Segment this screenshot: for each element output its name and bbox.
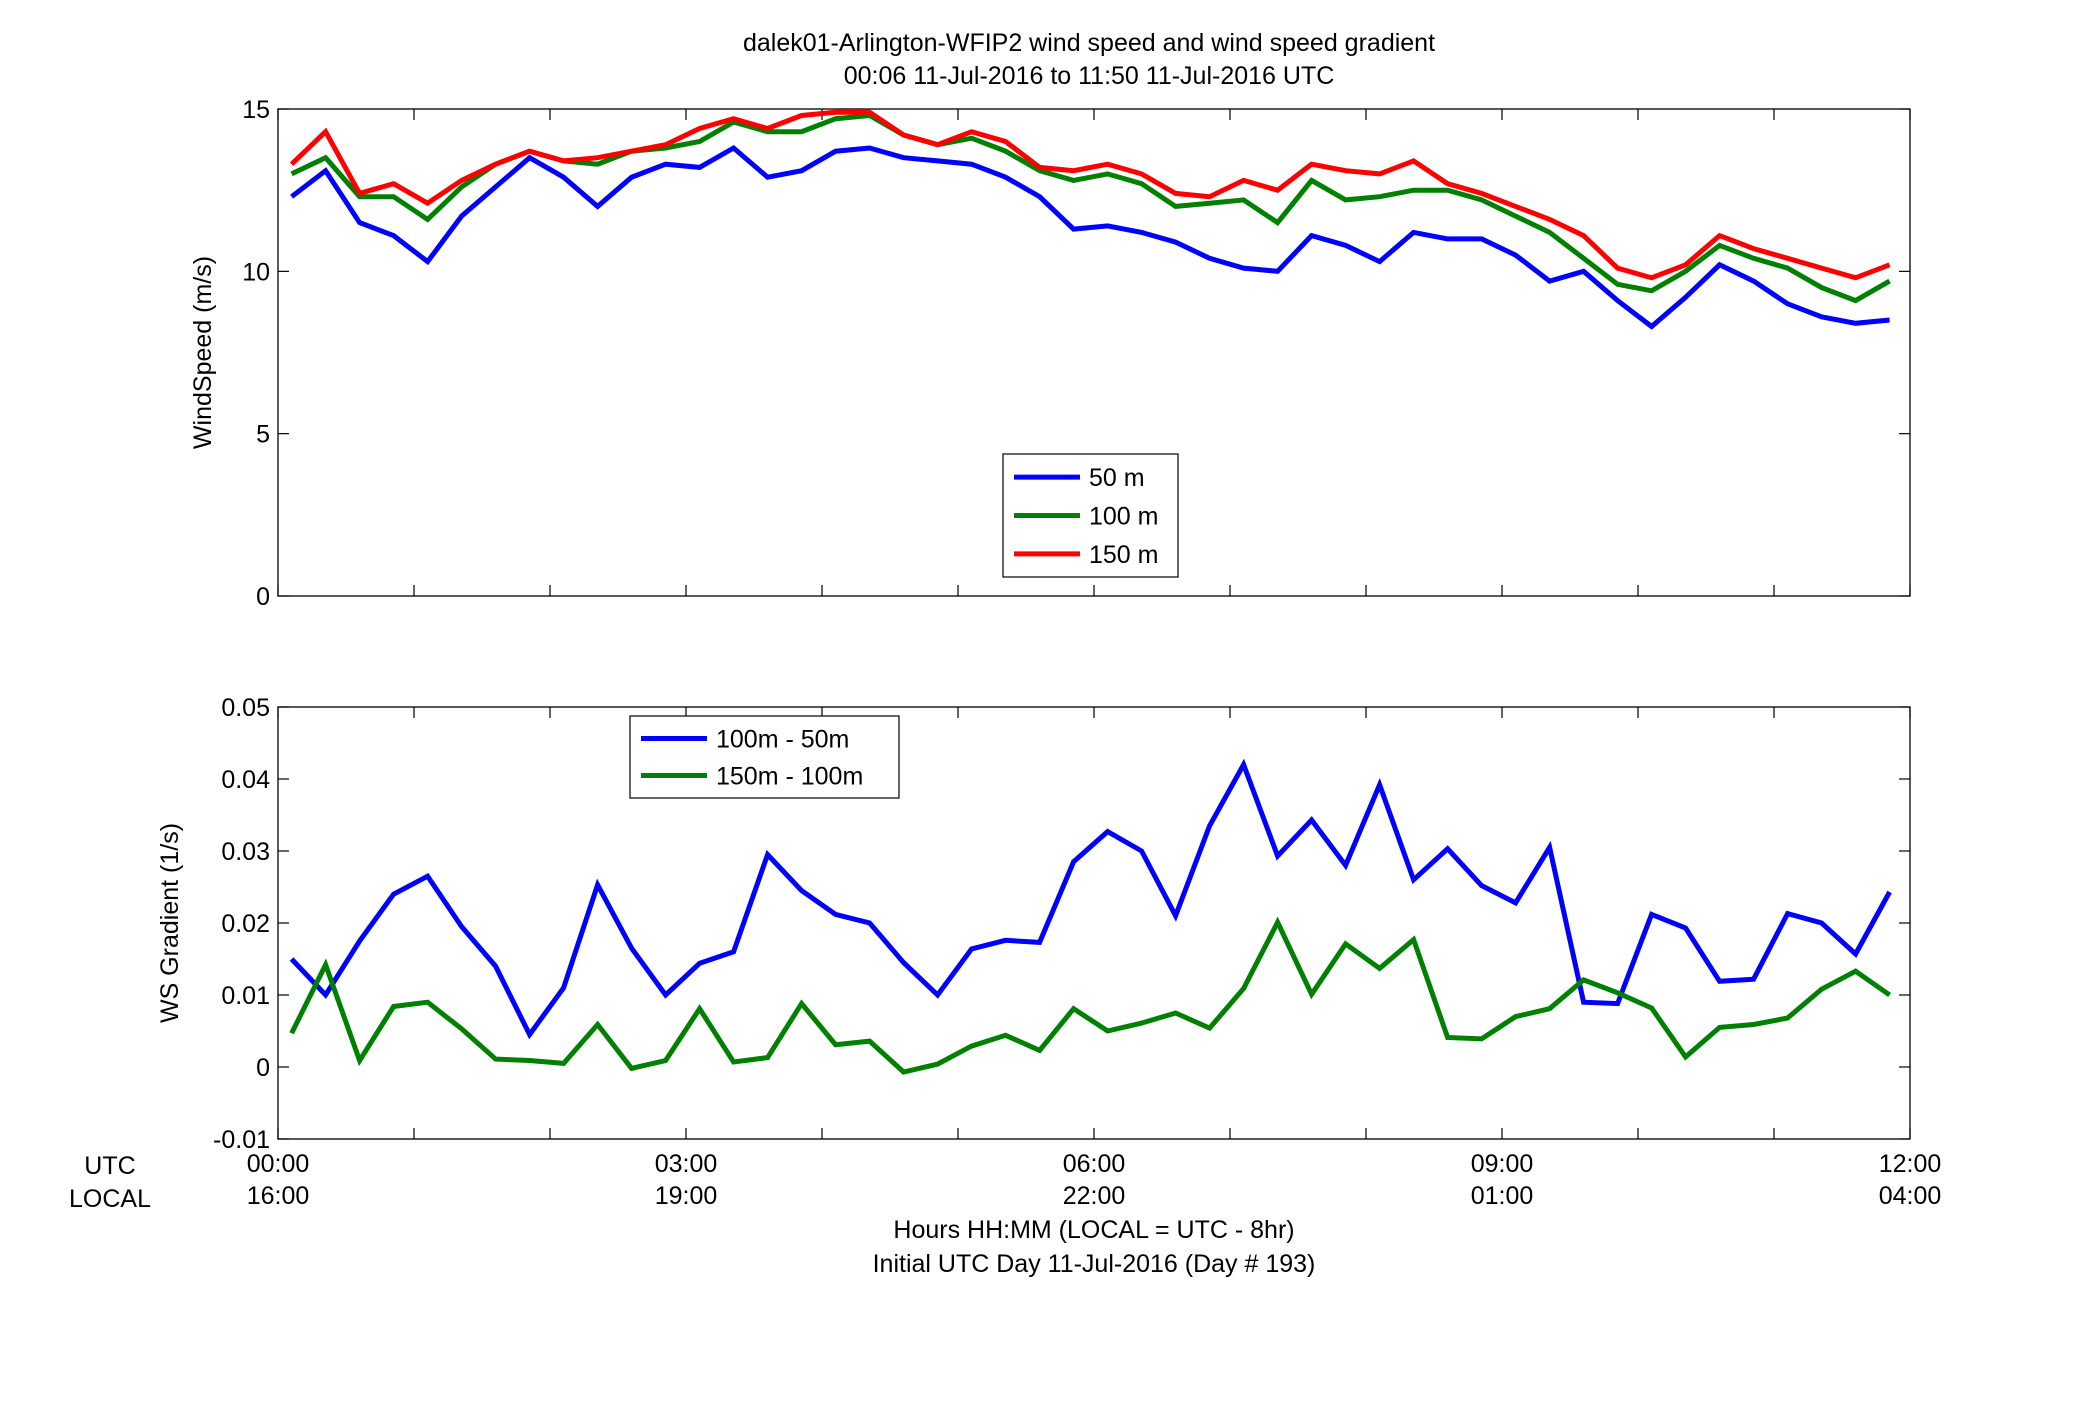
x-tick-utc: 12:00 xyxy=(1879,1150,1942,1178)
legend-box xyxy=(629,715,900,799)
series-line xyxy=(290,144,1890,330)
series-line xyxy=(289,109,1891,281)
plot-frame xyxy=(277,706,1911,1140)
legend-label: 100m - 50m xyxy=(716,726,849,754)
y-tick-label: 0 xyxy=(256,1054,270,1082)
y-tick-label: 0.04 xyxy=(221,766,270,794)
legend-label: 150 m xyxy=(1089,541,1158,569)
y-axis-label: WindSpeed (m/s) xyxy=(189,256,217,449)
y-tick-label: 0 xyxy=(256,583,270,611)
y-tick-label: 0.03 xyxy=(221,838,270,866)
legend-label: 50 m xyxy=(1089,464,1145,492)
y-axis-label: WS Gradient (1/s) xyxy=(156,823,184,1023)
x-tick-local: 19:00 xyxy=(655,1182,718,1210)
x-tick-local: 01:00 xyxy=(1471,1182,1534,1210)
y-tick-label: -0.01 xyxy=(213,1126,270,1154)
y-tick-label: 0.05 xyxy=(221,694,270,722)
chart-title-line1: dalek01-Arlington-WFIP2 wind speed and w… xyxy=(743,29,1435,57)
x-tick-utc: 09:00 xyxy=(1471,1150,1534,1178)
x-tick-utc: 06:00 xyxy=(1063,1150,1126,1178)
x-axis-labels: UTC LOCAL 00:00 03:00 06:00 09:00 12:00 … xyxy=(69,1150,1941,1278)
y-tick-label: 0.02 xyxy=(221,910,270,938)
y-tick-label: 10 xyxy=(242,258,270,286)
y-tick-label: 15 xyxy=(242,96,270,124)
windspeed-plot: 0 5 10 15 WindSpeed (m/s) 50 m 100 m 150 m xyxy=(189,96,1911,611)
y-tick-label: 0.01 xyxy=(221,982,270,1010)
x-tick-local: 22:00 xyxy=(1063,1182,1126,1210)
y-tick-label: 5 xyxy=(256,421,270,449)
row-label-utc: UTC xyxy=(84,1152,135,1180)
x-tick-local: 04:00 xyxy=(1879,1182,1942,1210)
legend-label: 100 m xyxy=(1089,503,1158,531)
x-axis-label-line1: Hours HH:MM (LOCAL = UTC - 8hr) xyxy=(893,1216,1294,1244)
series-line xyxy=(289,916,1892,1075)
gradient-plot: -0.01 0 0.01 0.02 0.03 0.04 0.05 WS Gradient (1… xyxy=(156,694,1911,1154)
row-label-local: LOCAL xyxy=(69,1185,151,1213)
legend-label: 150m - 100m xyxy=(716,763,863,791)
x-tick-local: 16:00 xyxy=(247,1182,310,1210)
x-tick-utc: 03:00 xyxy=(655,1150,718,1178)
chart-title-line2: 00:06 11-Jul-2016 to 11:50 11-Jul-2016 U… xyxy=(844,62,1335,90)
series-line xyxy=(289,758,1892,1040)
x-tick-utc: 00:00 xyxy=(247,1150,310,1178)
x-axis-label-line2: Initial UTC Day 11-Jul-2016 (Day # 193) xyxy=(873,1250,1316,1278)
